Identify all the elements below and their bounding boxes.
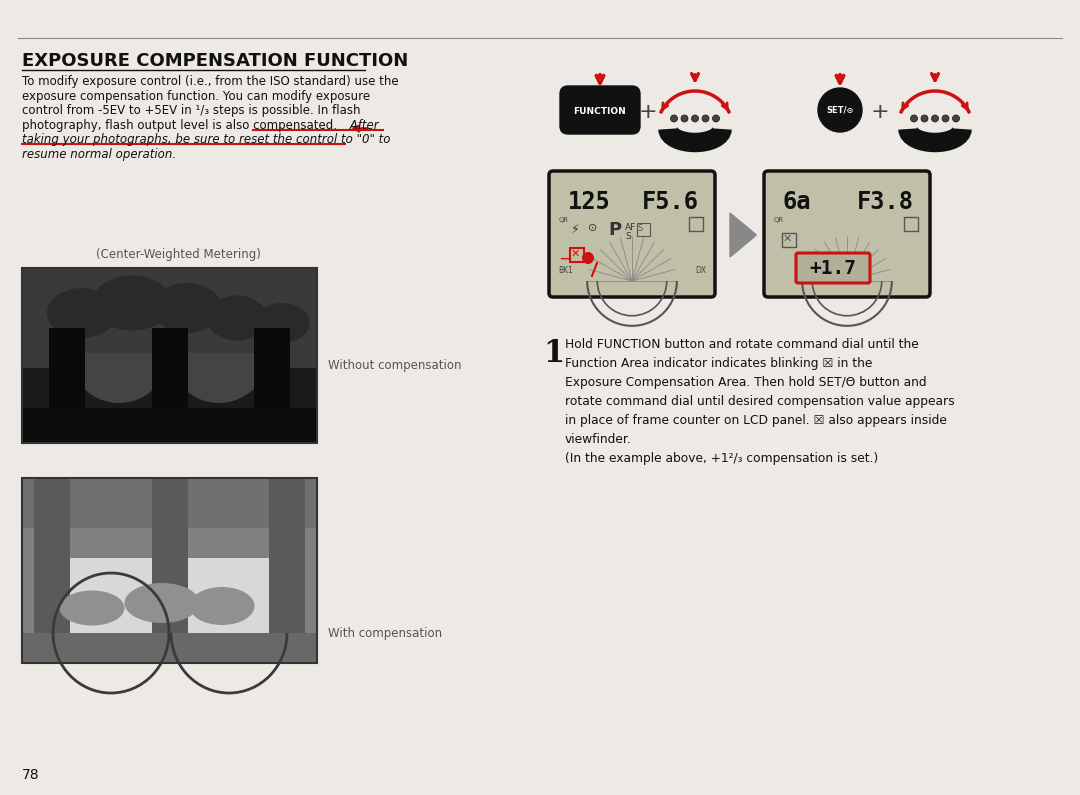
Circle shape <box>582 252 594 264</box>
Wedge shape <box>168 353 269 403</box>
Bar <box>22 268 318 368</box>
Bar <box>22 408 318 443</box>
Text: −: − <box>558 250 572 268</box>
Circle shape <box>931 115 939 122</box>
Text: FUNCTION: FUNCTION <box>573 107 626 115</box>
Bar <box>22 478 318 663</box>
Text: Hold FUNCTION button and rotate command dial until the
Function Area indicator i: Hold FUNCTION button and rotate command … <box>565 338 955 465</box>
Text: ✕: ✕ <box>571 249 580 259</box>
Text: photography, flash output level is also compensated.: photography, flash output level is also … <box>22 118 337 131</box>
Text: ✕: ✕ <box>783 234 793 244</box>
Text: P: P <box>608 221 621 239</box>
Circle shape <box>681 115 688 122</box>
Bar <box>22 268 318 443</box>
Ellipse shape <box>189 587 255 625</box>
Polygon shape <box>730 213 756 257</box>
Text: DX: DX <box>694 266 706 275</box>
Text: F5.6: F5.6 <box>642 190 699 214</box>
Text: S: S <box>638 224 644 233</box>
Bar <box>49 328 85 443</box>
Ellipse shape <box>59 591 124 626</box>
Circle shape <box>671 115 677 122</box>
Circle shape <box>910 115 918 122</box>
Text: ⊙: ⊙ <box>588 223 597 233</box>
Text: control from -5EV to +5EV in ¹/₃ steps is possible. In flash: control from -5EV to +5EV in ¹/₃ steps i… <box>22 104 361 117</box>
Bar <box>904 217 918 231</box>
Bar <box>52 558 287 633</box>
Text: taking your photographs, be sure to reset the control to "0" to: taking your photographs, be sure to rese… <box>22 133 391 146</box>
Text: ⚡: ⚡ <box>571 223 580 236</box>
Ellipse shape <box>152 283 222 333</box>
Text: (Center-Weighted Metering): (Center-Weighted Metering) <box>95 248 260 261</box>
Bar <box>152 328 188 443</box>
Wedge shape <box>69 353 168 403</box>
Text: To modify exposure control (i.e., from the ISO standard) use the: To modify exposure control (i.e., from t… <box>22 75 399 88</box>
Bar <box>689 217 703 231</box>
FancyBboxPatch shape <box>796 253 870 283</box>
FancyBboxPatch shape <box>764 171 930 297</box>
Circle shape <box>818 88 862 132</box>
Circle shape <box>702 115 708 122</box>
Text: After: After <box>346 118 379 131</box>
Bar <box>782 233 796 247</box>
FancyBboxPatch shape <box>561 86 640 134</box>
Bar <box>637 223 650 236</box>
Bar <box>22 268 318 443</box>
Text: 1: 1 <box>543 338 564 369</box>
Ellipse shape <box>92 276 172 331</box>
Ellipse shape <box>255 303 310 343</box>
Text: Without compensation: Without compensation <box>328 359 461 371</box>
FancyBboxPatch shape <box>549 171 715 297</box>
Ellipse shape <box>48 288 117 338</box>
Ellipse shape <box>207 296 267 340</box>
Text: QR: QR <box>559 217 569 223</box>
Text: F3.8: F3.8 <box>858 190 914 214</box>
Text: +1.7: +1.7 <box>810 258 856 277</box>
Bar <box>152 478 188 663</box>
Text: 6a: 6a <box>783 190 811 214</box>
Circle shape <box>942 115 949 122</box>
Bar <box>570 248 584 262</box>
Bar <box>254 328 291 443</box>
Circle shape <box>921 115 928 122</box>
Text: BK1: BK1 <box>558 266 572 275</box>
Circle shape <box>713 115 719 122</box>
Text: resume normal operation.: resume normal operation. <box>22 148 176 161</box>
Text: +: + <box>638 102 658 122</box>
Text: +: + <box>870 102 889 122</box>
Bar <box>22 478 318 528</box>
Bar <box>33 478 70 663</box>
Text: S: S <box>625 232 631 241</box>
Text: EXPOSURE COMPENSATION FUNCTION: EXPOSURE COMPENSATION FUNCTION <box>22 52 408 70</box>
Bar <box>22 633 318 663</box>
Bar <box>269 478 305 663</box>
Text: SET/⊙: SET/⊙ <box>826 106 854 114</box>
Circle shape <box>953 115 959 122</box>
Text: 125: 125 <box>568 190 611 214</box>
Text: AF: AF <box>625 223 636 232</box>
Bar <box>22 478 318 663</box>
Text: 78: 78 <box>22 768 40 782</box>
Ellipse shape <box>124 583 200 623</box>
Text: With compensation: With compensation <box>328 626 442 639</box>
Text: QR: QR <box>774 217 784 223</box>
Text: exposure compensation function. You can modify exposure: exposure compensation function. You can … <box>22 90 370 103</box>
Circle shape <box>691 115 699 122</box>
